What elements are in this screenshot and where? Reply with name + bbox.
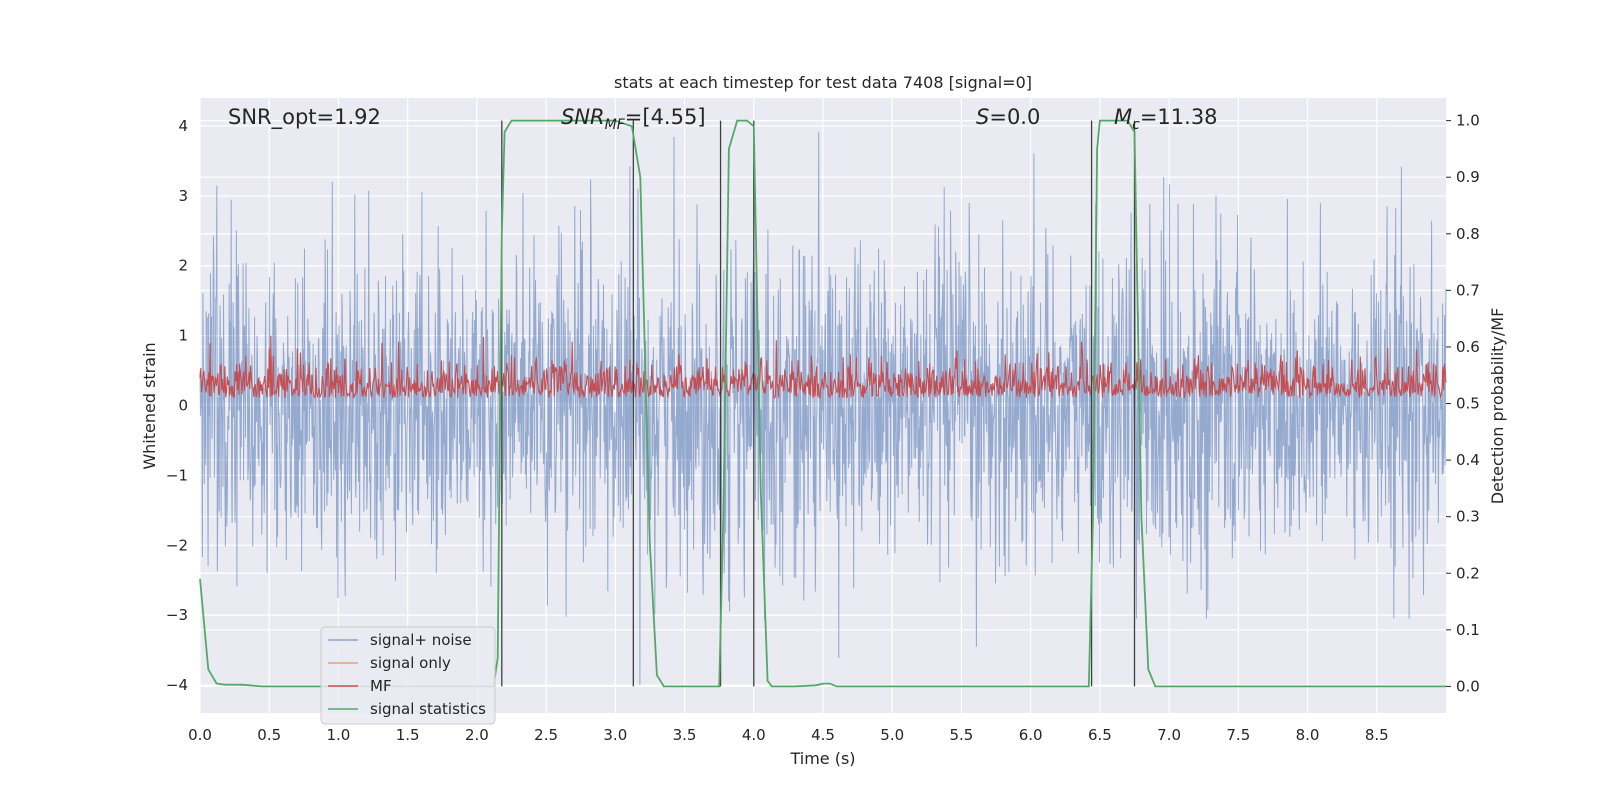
y2-tick-label: 0.5 bbox=[1456, 395, 1480, 413]
x-tick-label: 0.0 bbox=[188, 726, 212, 744]
x-tick-label: 8.0 bbox=[1296, 726, 1320, 744]
y2-tick-label: 0.4 bbox=[1456, 451, 1480, 469]
legend-label-signal-noise: signal+ noise bbox=[370, 631, 472, 649]
mf-line bbox=[199, 335, 1447, 399]
annotation-s: S=0.0 bbox=[976, 105, 1040, 129]
y2-tick-label: 0.9 bbox=[1456, 168, 1480, 186]
y2-tick-label: 0.8 bbox=[1456, 225, 1480, 243]
y-tick-label: −4 bbox=[166, 676, 188, 694]
mf-series bbox=[199, 335, 1447, 399]
annotation-mc-subscript: c bbox=[1132, 117, 1140, 133]
x-tick-label: 5.5 bbox=[950, 726, 974, 744]
y2-tick-label: 0.6 bbox=[1456, 338, 1480, 356]
legend: signal+ noise signal only MF signal stat… bbox=[320, 626, 496, 725]
y2-tick-label: 0.7 bbox=[1456, 281, 1480, 299]
signal-statistics-line bbox=[199, 119, 1446, 688]
y-axis-label: Whitened strain bbox=[140, 342, 159, 469]
y-tick-label: 1 bbox=[178, 327, 188, 345]
x-tick-label: 4.5 bbox=[811, 726, 835, 744]
y-tick-label: 2 bbox=[178, 257, 188, 275]
x-tick-label: 1.0 bbox=[327, 726, 351, 744]
x-tick-labels: 0.0 0.5 1.0 1.5 2.0 2.5 3.0 3.5 4.0 4.5 5.0 5.5 6.0 6… bbox=[188, 726, 1389, 744]
y-tick-label: −3 bbox=[166, 606, 188, 624]
y2-tick-label: 1.0 bbox=[1456, 112, 1480, 130]
annotation-mc-value: =11.38 bbox=[1140, 105, 1218, 129]
chart-title: stats at each timestep for test data 740… bbox=[614, 73, 1032, 92]
annotation-snr-mf-symbol: SNR bbox=[561, 105, 605, 129]
y-tick-label: 0 bbox=[178, 397, 188, 415]
x-tick-label: 7.5 bbox=[1226, 726, 1250, 744]
x-tick-label: 2.5 bbox=[534, 726, 558, 744]
y2-axis-label: Detection probability/MF bbox=[1488, 308, 1507, 505]
x-tick-label: 8.5 bbox=[1365, 726, 1389, 744]
y2-tick-label: 0.0 bbox=[1456, 677, 1480, 695]
x-tick-label: 7.0 bbox=[1157, 726, 1181, 744]
x-tick-label: 0.5 bbox=[257, 726, 281, 744]
annotation-snr-mf-value: =[4.55] bbox=[625, 105, 706, 129]
x-axis-label: Time (s) bbox=[789, 749, 855, 768]
y-tick-labels: −4 −3 −2 −1 0 1 2 3 4 bbox=[166, 117, 188, 694]
x-tick-label: 6.0 bbox=[1019, 726, 1043, 744]
x-tick-label: 1.5 bbox=[396, 726, 420, 744]
legend-label-signal-only: signal only bbox=[370, 654, 451, 672]
legend-label-signal-statistics: signal statistics bbox=[370, 700, 486, 718]
signal-noise-series bbox=[199, 131, 1447, 686]
x-tick-label: 3.0 bbox=[603, 726, 627, 744]
annotation-s-symbol: S bbox=[976, 105, 989, 129]
annotation-snr-mf: SNRMF=[4.55] bbox=[561, 105, 706, 133]
y-tick-label: 3 bbox=[178, 187, 188, 205]
y2-tick-label: 0.3 bbox=[1456, 508, 1480, 526]
x-tick-label: 5.0 bbox=[880, 726, 904, 744]
y2-tick-label: 0.2 bbox=[1456, 564, 1480, 582]
annotation-snr-opt: SNR_opt=1.92 bbox=[228, 105, 381, 130]
y-tick-label: 4 bbox=[178, 117, 188, 135]
x-tick-label: 6.5 bbox=[1088, 726, 1112, 744]
signal-statistics-series bbox=[199, 119, 1446, 688]
signal-noise-line bbox=[199, 131, 1447, 686]
legend-box bbox=[320, 626, 496, 725]
x-tick-label: 2.0 bbox=[465, 726, 489, 744]
y-tick-label: −1 bbox=[166, 466, 188, 484]
y-tick-label: −2 bbox=[166, 536, 188, 554]
x-tick-label: 4.0 bbox=[742, 726, 766, 744]
legend-label-mf: MF bbox=[370, 677, 392, 695]
y2-tick-labels: 0.0 0.1 0.2 0.3 0.4 0.5 0.6 0.7 0.8 0.9 1.0 bbox=[1446, 112, 1480, 695]
annotation-s-value: =0.0 bbox=[989, 105, 1040, 129]
y2-tick-label: 0.1 bbox=[1456, 621, 1480, 639]
annotation-mc: Mc=11.38 bbox=[1114, 105, 1218, 133]
annotation-mc-symbol: M bbox=[1114, 105, 1132, 129]
x-tick-label: 3.5 bbox=[673, 726, 697, 744]
annotation-snr-mf-subscript: MF bbox=[605, 117, 626, 133]
